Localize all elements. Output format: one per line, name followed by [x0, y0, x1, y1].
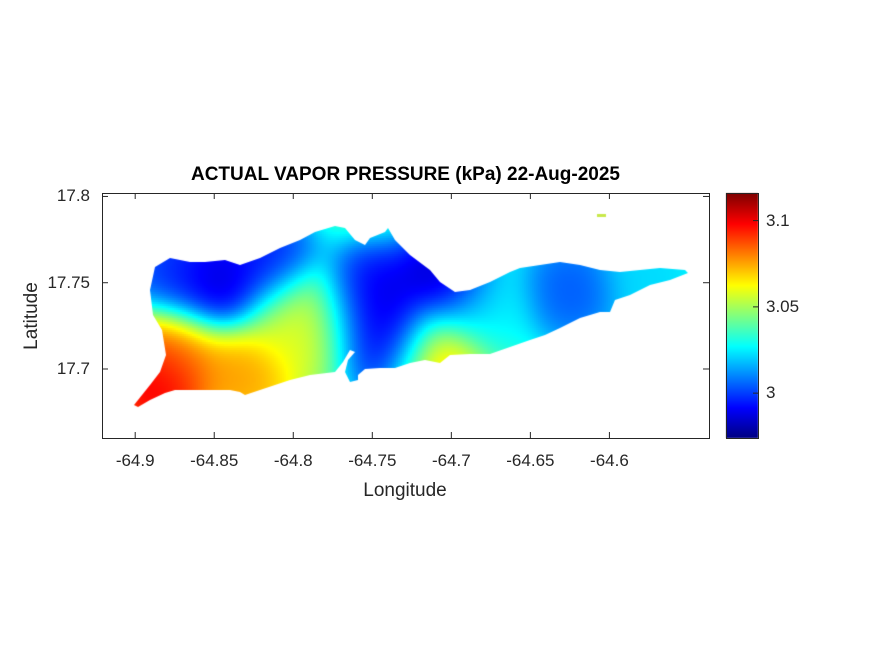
x-tick-label: -64.85 — [190, 451, 239, 470]
x-tick-label: -64.6 — [590, 451, 629, 470]
x-tick-label: -64.65 — [506, 451, 555, 470]
colorbar-tick-label: 3.1 — [766, 210, 790, 230]
x-tick-label: -64.75 — [348, 451, 397, 470]
x-tick-label: -64.9 — [115, 451, 155, 470]
y-tick-label: 17.8 — [56, 186, 90, 206]
y-tick-label: 17.75 — [47, 272, 90, 292]
axes-box — [102, 193, 710, 439]
colorbar — [726, 193, 759, 439]
x-tick-label: -64.8 — [273, 451, 313, 470]
colorbar-tick-label: 3.05 — [766, 296, 800, 316]
colorbar-tick-label: 3 — [766, 383, 776, 403]
chart-title: ACTUAL VAPOR PRESSURE (kPa) 22-Aug-2025 — [190, 164, 620, 185]
x-tick-label: -64.7 — [431, 451, 471, 470]
y-axis-label: Latitude — [21, 282, 42, 350]
y-tick-label: 17.7 — [56, 358, 90, 378]
x-axis-label: Longitude — [363, 480, 447, 501]
